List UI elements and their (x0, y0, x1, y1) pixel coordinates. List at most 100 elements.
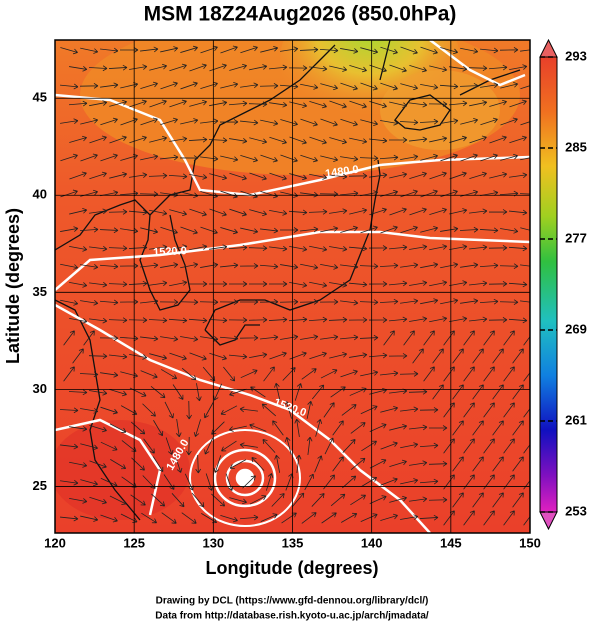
flow-arrow (319, 47, 339, 54)
flow-arrow (251, 456, 265, 471)
flow-arrow (341, 512, 358, 523)
flow-arrow (223, 366, 236, 382)
flow-arrow (420, 46, 438, 55)
flow-arrow (160, 117, 178, 125)
flow-arrow (400, 83, 418, 91)
flow-arrow (269, 351, 287, 360)
flow-arrow (429, 207, 447, 215)
flow-arrow (200, 155, 219, 162)
flow-arrow (350, 457, 366, 471)
flow-arrow (400, 298, 419, 305)
colorbar-over (539, 38, 558, 58)
flow-arrow (269, 245, 288, 252)
x-axis-label: Longitude (degrees) (205, 558, 378, 578)
flow-arrow (300, 83, 319, 90)
flow-arrow (189, 63, 207, 72)
flow-arrow (300, 154, 318, 163)
flow-arrow (220, 45, 238, 54)
flow-arrow (488, 64, 508, 71)
flow-arrow (400, 46, 418, 55)
flow-arrow (89, 496, 107, 505)
flow-arrow (140, 262, 159, 269)
flow-arrow (89, 171, 107, 180)
flow-arrow (149, 353, 167, 361)
flow-arrow (388, 353, 408, 359)
flow-arrow (186, 436, 192, 456)
flow-arrow (109, 353, 128, 360)
flow-arrow (439, 83, 459, 90)
flow-arrow (169, 244, 188, 251)
flow-arrow (509, 135, 527, 144)
flow-arrow (291, 492, 305, 508)
flow-arrow (459, 226, 479, 233)
flow-arrow (420, 153, 438, 161)
map-title: MSM 18Z24Aug2026 (850.0hPa) (144, 3, 457, 26)
flow-arrow (523, 368, 530, 382)
flow-arrow (360, 225, 378, 234)
flow-arrow (89, 281, 108, 288)
flow-arrow (500, 81, 519, 89)
flow-arrow (369, 64, 387, 73)
flow-arrow (269, 64, 288, 71)
flow-arrow (369, 459, 387, 469)
flow-arrow (109, 423, 127, 433)
flow-arrow (389, 101, 408, 108)
y-tick-label: 25 (33, 478, 47, 493)
flow-arrow (99, 335, 119, 341)
flow-arrow (369, 207, 387, 216)
flow-arrow (472, 420, 484, 436)
flow-arrow (340, 155, 359, 162)
flow-arrow (213, 455, 222, 473)
flow-arrow (174, 455, 183, 473)
flow-arrow (249, 64, 268, 71)
flow-arrow (449, 280, 468, 286)
flow-arrow (294, 418, 301, 437)
flow-arrow (189, 174, 208, 180)
flow-arrow (463, 366, 475, 382)
flow-arrow (128, 317, 148, 323)
flow-arrow (420, 83, 439, 90)
flow-arrow (440, 47, 458, 55)
flow-arrow (399, 119, 419, 126)
flow-arrow (89, 317, 108, 324)
flow-arrow (419, 514, 439, 521)
flow-arrow (380, 477, 398, 486)
flow-arrow (299, 46, 319, 53)
flow-arrow (360, 47, 378, 55)
colorbar-ticks (540, 56, 557, 513)
flow-arrow (109, 135, 127, 144)
flow-arrow (200, 81, 218, 90)
flow-arrow (341, 404, 357, 416)
flow-arrow (523, 512, 530, 526)
flow-arrow (389, 459, 407, 468)
flow-arrow (272, 420, 284, 436)
y-axis-label: Latitude (degrees) (3, 208, 23, 364)
flow-arrow (186, 400, 192, 420)
flow-arrow (324, 437, 334, 455)
flow-arrow (240, 155, 258, 163)
flow-arrow (330, 493, 346, 507)
flow-arrow (100, 117, 118, 126)
flow-arrow (508, 281, 528, 288)
flow-arrow (419, 407, 439, 413)
flow-arrow (389, 207, 407, 216)
flow-arrow (340, 48, 359, 54)
x-tick-label: 120 (44, 535, 66, 550)
flow-arrow (284, 437, 292, 455)
colorbar-tick-label: 269 (565, 321, 587, 336)
flow-arrow (240, 119, 259, 126)
flow-arrow (500, 228, 519, 234)
flow-arrow (164, 401, 174, 419)
flow-arrow (350, 494, 366, 506)
flow-arrow (208, 317, 228, 324)
colorbar (539, 56, 558, 513)
flow-arrow (469, 280, 488, 287)
flow-arrow (380, 370, 399, 377)
flow-arrow (60, 263, 79, 270)
flow-arrow (369, 423, 387, 433)
flow-arrow (479, 262, 499, 269)
flow-arrow (60, 47, 78, 55)
flow-arrow (161, 512, 177, 524)
flow-arrow (220, 155, 239, 162)
flow-arrow (379, 262, 399, 269)
